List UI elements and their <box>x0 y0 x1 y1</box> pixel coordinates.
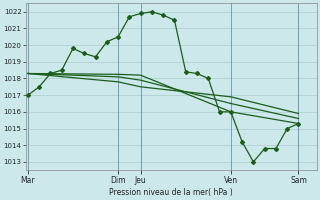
X-axis label: Pression niveau de la mer( hPa ): Pression niveau de la mer( hPa ) <box>109 188 233 197</box>
